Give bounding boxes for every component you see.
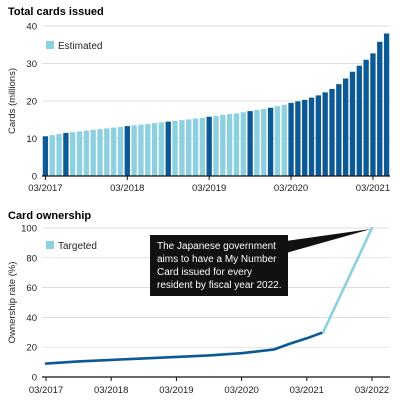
bar (104, 128, 110, 176)
legend-targeted-label: Targeted (58, 241, 97, 252)
bar (329, 89, 335, 176)
bar (90, 129, 96, 176)
line-y-axis-label: Ownership rate (%) (7, 262, 18, 344)
bar-xtick-label: 03/2018 (110, 183, 144, 194)
bar (165, 121, 171, 176)
bar (220, 114, 226, 176)
bar (342, 78, 349, 176)
bar (138, 124, 144, 176)
bar (274, 106, 281, 176)
bar (186, 119, 192, 176)
bar-ytick-label: 20 (26, 97, 37, 108)
bar (336, 84, 342, 176)
bar-chart: 0 10 20 30 40 03/2017 03/2018 03/2019 03/2020 03/… (7, 22, 390, 195)
bar (70, 132, 76, 176)
bar (49, 135, 55, 176)
line-ytick-label: 100 (21, 224, 37, 235)
bar (302, 99, 308, 176)
line-xtick-label: 03/2018 (94, 385, 128, 396)
legend-targeted-swatch (46, 241, 54, 249)
annotation-text-line: Card issued for every (157, 267, 252, 278)
bar-xtick-label: 03/2021 (356, 183, 390, 194)
bar (363, 59, 369, 176)
bar (377, 41, 383, 176)
series-actual-line (44, 330, 325, 365)
line-xtick-label: 03/2021 (290, 385, 324, 396)
bar (295, 101, 301, 176)
bar-xtick-label: 03/2019 (192, 183, 226, 194)
bar (267, 107, 274, 176)
bar (110, 127, 117, 176)
bar-xtick-label: 03/2017 (28, 183, 62, 194)
bar (213, 116, 219, 176)
bar-xtick-label: 03/2020 (274, 183, 308, 194)
annotation-callout-box (150, 235, 288, 296)
line-xtick-label: 03/2022 (355, 385, 389, 396)
bar (56, 134, 62, 176)
bar (117, 126, 124, 176)
bar-chart-title: Total cards issued (8, 6, 104, 18)
bar (145, 123, 151, 176)
line-ytick-label: 80 (26, 253, 37, 264)
bar (240, 112, 246, 176)
bar (254, 110, 260, 176)
legend-estimated-swatch (46, 41, 54, 49)
bar-ytick-label: 0 (32, 172, 37, 183)
bar (97, 129, 103, 176)
line-xtick-label: 03/2020 (224, 385, 258, 396)
line-ytick-label: 40 (26, 313, 37, 324)
bar-ytick-label: 30 (26, 59, 37, 70)
bar (206, 116, 212, 176)
bar (308, 97, 315, 176)
bar-y-axis-label: Cards (millions) (7, 68, 18, 134)
bar-ytick-label: 10 (26, 134, 37, 145)
bar (233, 113, 240, 176)
bar (151, 123, 158, 176)
bar (83, 130, 90, 176)
annotation-text-line: aims to have a My Number (157, 254, 277, 265)
bar (349, 71, 356, 176)
line-ytick-label: 60 (26, 283, 37, 294)
bar (315, 95, 322, 176)
callout-pointer (286, 229, 371, 253)
bar-ytick-label: 40 (26, 22, 37, 33)
bar (322, 92, 328, 176)
bar (179, 120, 185, 176)
bar (76, 131, 83, 176)
bar (192, 118, 199, 176)
line-ytick-label: 0 (32, 373, 37, 384)
line-chart-title: Card ownership (8, 210, 92, 222)
bar (383, 33, 390, 176)
bar (42, 136, 49, 176)
line-ytick-label: 20 (26, 343, 37, 354)
bar (288, 102, 294, 176)
bar (356, 65, 362, 176)
bar (63, 132, 69, 176)
bar (172, 120, 178, 176)
bar (247, 111, 253, 176)
annotation-text-line: The Japanese government (157, 241, 276, 252)
legend-estimated-label: Estimated (58, 41, 102, 52)
line-xtick-label: 03/2017 (29, 385, 63, 396)
bar (158, 122, 165, 176)
line-xtick-label: 03/2019 (159, 385, 193, 396)
bar (124, 126, 130, 176)
bar (226, 114, 233, 176)
bar (281, 104, 287, 176)
series-targeted-line (321, 226, 374, 334)
bar (370, 53, 376, 176)
bar (261, 108, 267, 176)
bar (131, 125, 137, 176)
annotation-text-line: resident by fiscal year 2022. (157, 280, 282, 291)
bar (199, 117, 206, 176)
